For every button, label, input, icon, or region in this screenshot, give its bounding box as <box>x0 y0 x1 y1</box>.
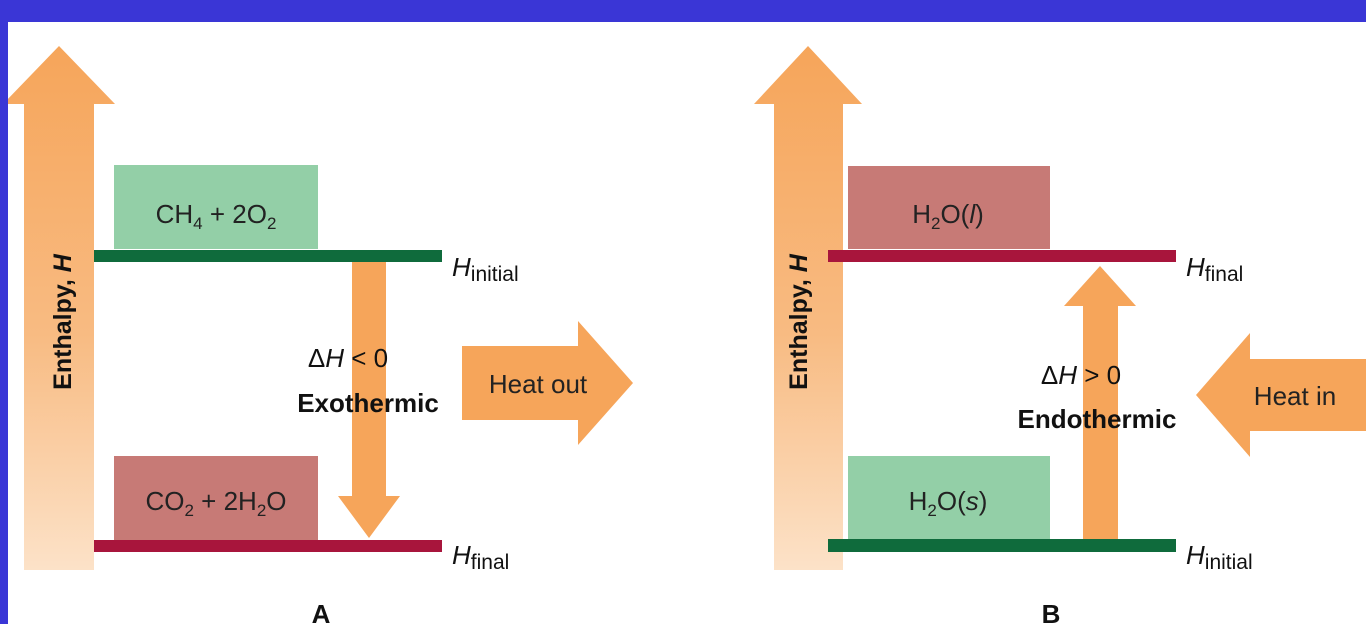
heat-in-label: Heat in <box>1254 381 1336 411</box>
delta-h-label: ΔH < 0 <box>308 343 388 373</box>
reactant-formula: H2O(s) <box>909 486 988 520</box>
h-final-label: Hfinal <box>1186 252 1243 286</box>
product-formula: H2O(l) <box>912 199 984 233</box>
product-formula: CO2 + 2H2O <box>145 486 286 520</box>
panel-a-label: A <box>312 599 331 624</box>
h-final-line <box>94 540 442 552</box>
panel-b-label: B <box>1042 599 1061 624</box>
endothermic-label: Endothermic <box>1018 404 1177 434</box>
enthalpy-axis-arrow <box>754 46 862 570</box>
product-box <box>114 456 318 542</box>
reactant-box <box>114 165 318 249</box>
slide: Enthalpy, H CH4 + 2O2 CO2 + 2H2O Hinitia… <box>8 22 1366 624</box>
enthalpy-axis-label: Enthalpy, H <box>49 253 77 390</box>
heat-out-label: Heat out <box>489 369 588 399</box>
h-final-line <box>828 250 1176 262</box>
reactant-formula: CH4 + 2O2 <box>156 199 277 233</box>
h-initial-line <box>94 250 442 262</box>
heat-in-arrow <box>1196 333 1366 457</box>
h-initial-line <box>828 539 1176 552</box>
reactant-box <box>848 456 1050 540</box>
enthalpy-axis-arrow <box>8 46 115 570</box>
delta-h-label: ΔH > 0 <box>1041 360 1121 390</box>
panel-b: Enthalpy, H H2O(l) H2O(s) Hfinal Hinitia… <box>754 46 1366 624</box>
panel-a: Enthalpy, H CH4 + 2O2 CO2 + 2H2O Hinitia… <box>8 46 633 624</box>
product-box <box>848 166 1050 249</box>
h-initial-label: Hinitial <box>1186 540 1253 574</box>
delta-h-down-arrow <box>338 262 400 538</box>
h-initial-label: Hinitial <box>452 252 519 286</box>
enthalpy-axis-label: Enthalpy, H <box>785 253 813 390</box>
enthalpy-diagram: Enthalpy, H CH4 + 2O2 CO2 + 2H2O Hinitia… <box>8 46 1366 624</box>
h-final-label: Hfinal <box>452 540 509 574</box>
heat-out-arrow <box>462 321 633 445</box>
delta-h-up-arrow <box>1064 266 1136 539</box>
exothermic-label: Exothermic <box>297 388 439 418</box>
